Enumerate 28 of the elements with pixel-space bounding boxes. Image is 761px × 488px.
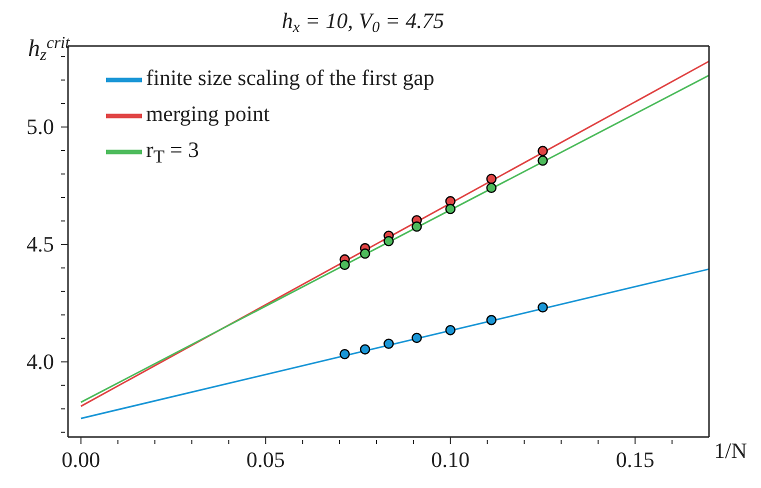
point: [486, 174, 497, 184]
legend-label: merging point: [146, 101, 270, 126]
point: [360, 248, 370, 259]
chart-title: h$_{x}$ = 10, V$_{0}$ = 4.75: [282, 8, 444, 36]
point: [384, 338, 394, 349]
x-tick-label: 0.15: [616, 447, 654, 472]
point: [538, 155, 548, 166]
point: [340, 260, 350, 270]
legend-label: r$_{T}$ = 3: [146, 137, 199, 166]
point: [538, 302, 548, 313]
y-tick-label: 4.0: [26, 348, 54, 374]
point: [445, 204, 456, 214]
y-tick-label: 4.5: [26, 231, 54, 256]
point: [384, 236, 394, 246]
point: [486, 182, 497, 193]
point: [538, 146, 548, 156]
point: [486, 314, 497, 326]
point: [412, 221, 422, 232]
x-tick-label: 0.10: [431, 447, 470, 472]
point: [360, 344, 370, 355]
point: [340, 348, 350, 360]
point: [445, 324, 456, 336]
y-tick-label: 5.0: [26, 114, 54, 140]
x-tick-label: 0.05: [246, 447, 285, 472]
point: [412, 332, 422, 344]
x-tick-label: 0.00: [62, 447, 100, 472]
legend-label: finite size scaling of the first gap: [146, 65, 434, 90]
x-axis-title: 1/N: [714, 438, 748, 463]
